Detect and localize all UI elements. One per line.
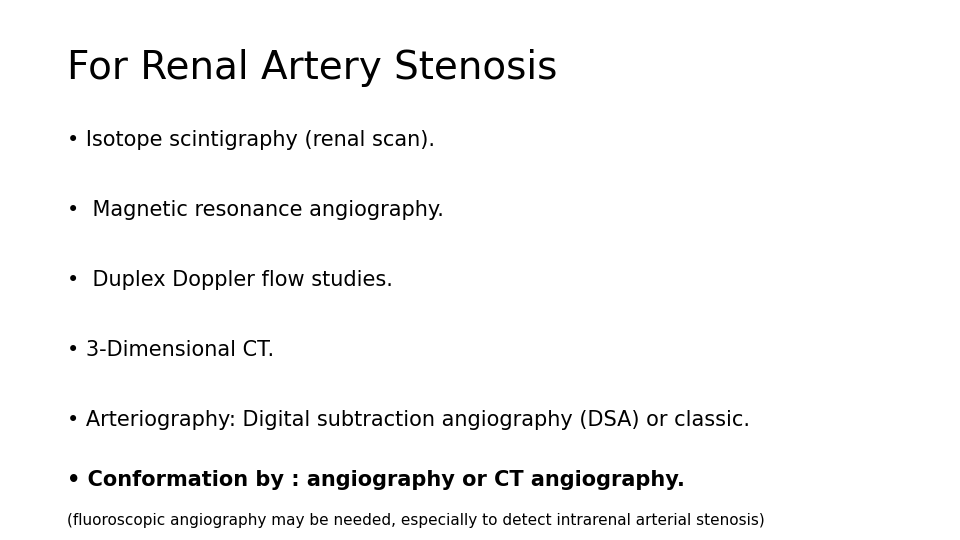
Text: (fluoroscopic angiography may be needed, especially to detect intrarenal arteria: (fluoroscopic angiography may be needed,… [67, 513, 765, 528]
Text: • Isotope scintigraphy (renal scan).: • Isotope scintigraphy (renal scan). [67, 130, 435, 150]
Text: • 3-Dimensional CT.: • 3-Dimensional CT. [67, 340, 275, 360]
Text: • Conformation by : angiography or CT angiography.: • Conformation by : angiography or CT an… [67, 470, 685, 490]
Text: For Renal Artery Stenosis: For Renal Artery Stenosis [67, 49, 558, 86]
Text: •  Magnetic resonance angiography.: • Magnetic resonance angiography. [67, 200, 444, 220]
Text: • Arteriography: Digital subtraction angiography (DSA) or classic.: • Arteriography: Digital subtraction ang… [67, 410, 750, 430]
Text: •  Duplex Doppler flow studies.: • Duplex Doppler flow studies. [67, 270, 393, 290]
